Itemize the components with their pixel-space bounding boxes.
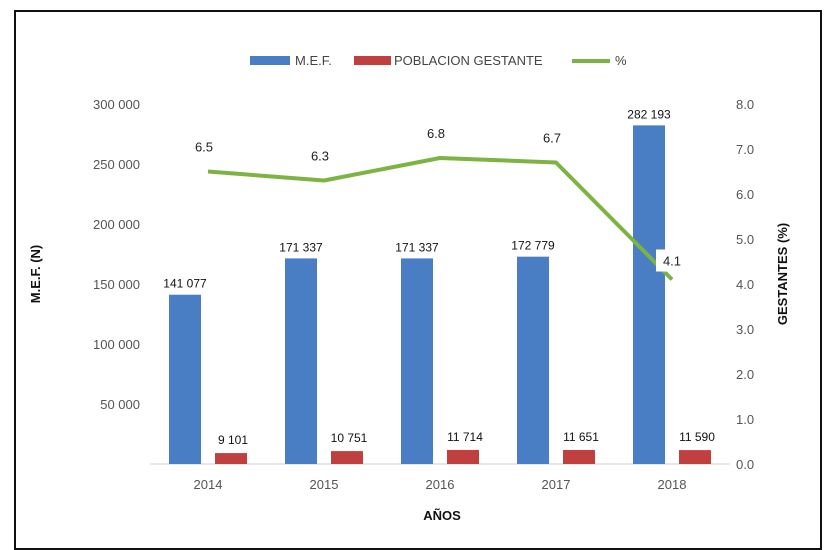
y-tick-label: 200 000	[93, 217, 140, 232]
mef-data-label: 171 337	[279, 240, 323, 254]
gestante-bar	[331, 451, 363, 464]
gestante-bar	[447, 449, 479, 464]
y2-tick-label: 8.0	[736, 97, 754, 112]
mef-data-label: 171 337	[395, 240, 439, 254]
legend-swatch-gestante	[354, 56, 391, 65]
y2-tick-label: 2.0	[736, 367, 754, 382]
gestante-data-label: 10 751	[331, 431, 368, 445]
chart-canvas: 50 000 100 000 150 000 200 000 250 000 300 00…	[28, 53, 790, 523]
legend-label-percent: %	[615, 53, 627, 68]
percent-data-label: 4.1	[663, 254, 681, 269]
y2-tick-label: 0.0	[736, 457, 754, 472]
y2-tick-label: 1.0	[736, 412, 754, 427]
y2-tick-label: 4.0	[736, 277, 754, 292]
x-tick-label: 2018	[658, 477, 687, 492]
gestante-bar	[563, 450, 595, 464]
legend-swatch-mef	[250, 56, 290, 65]
y-axis-title: M.E.F. (N)	[28, 245, 43, 304]
x-tick-label: 2017	[542, 477, 571, 492]
x-tick-label: 2014	[194, 477, 223, 492]
y-tick-label: 100 000	[93, 337, 140, 352]
percent-data-label: 6.7	[543, 131, 561, 146]
y-tick-label: 300 000	[93, 97, 140, 112]
legend-label-gestante: POBLACION GESTANTE	[394, 53, 543, 68]
gestante-bar	[679, 450, 711, 464]
y2-axis-title: GESTANTES (%)	[775, 223, 790, 325]
y-tick-label: 150 000	[93, 277, 140, 292]
mef-bar	[285, 258, 317, 464]
x-tick-label: 2015	[310, 477, 339, 492]
percent-data-label: 6.5	[195, 140, 213, 155]
mef-data-label: 141 077	[163, 277, 207, 291]
y-tick-label: 250 000	[93, 157, 140, 172]
percent-data-label: 6.8	[427, 126, 445, 141]
mef-bar	[401, 258, 433, 464]
legend-label-mef: M.E.F.	[295, 53, 332, 68]
percent-label-box	[656, 249, 688, 272]
percent-data-label: 6.3	[311, 149, 329, 164]
gestante-data-label: 11 590	[679, 430, 715, 444]
gestante-bar	[215, 453, 247, 464]
mef-data-label: 172 779	[511, 239, 555, 253]
mef-bar	[633, 125, 665, 464]
y2-tick-label: 3.0	[736, 322, 754, 337]
percent-line	[207, 156, 674, 281]
y2-tick-label: 7.0	[736, 142, 754, 157]
x-tick-label: 2016	[426, 477, 455, 492]
mef-bar	[517, 256, 549, 464]
y2-tick-label: 6.0	[736, 187, 754, 202]
x-axis-title: AÑOS	[423, 508, 461, 523]
gestante-data-label: 9 101	[218, 433, 248, 447]
mef-data-label: 282 193	[627, 107, 671, 121]
gestante-data-label: 11 714	[447, 430, 483, 444]
y2-tick-label: 5.0	[736, 232, 754, 247]
mef-bar	[169, 294, 201, 464]
y-tick-label: 50 000	[100, 397, 140, 412]
gestante-data-label: 11 651	[563, 430, 599, 444]
